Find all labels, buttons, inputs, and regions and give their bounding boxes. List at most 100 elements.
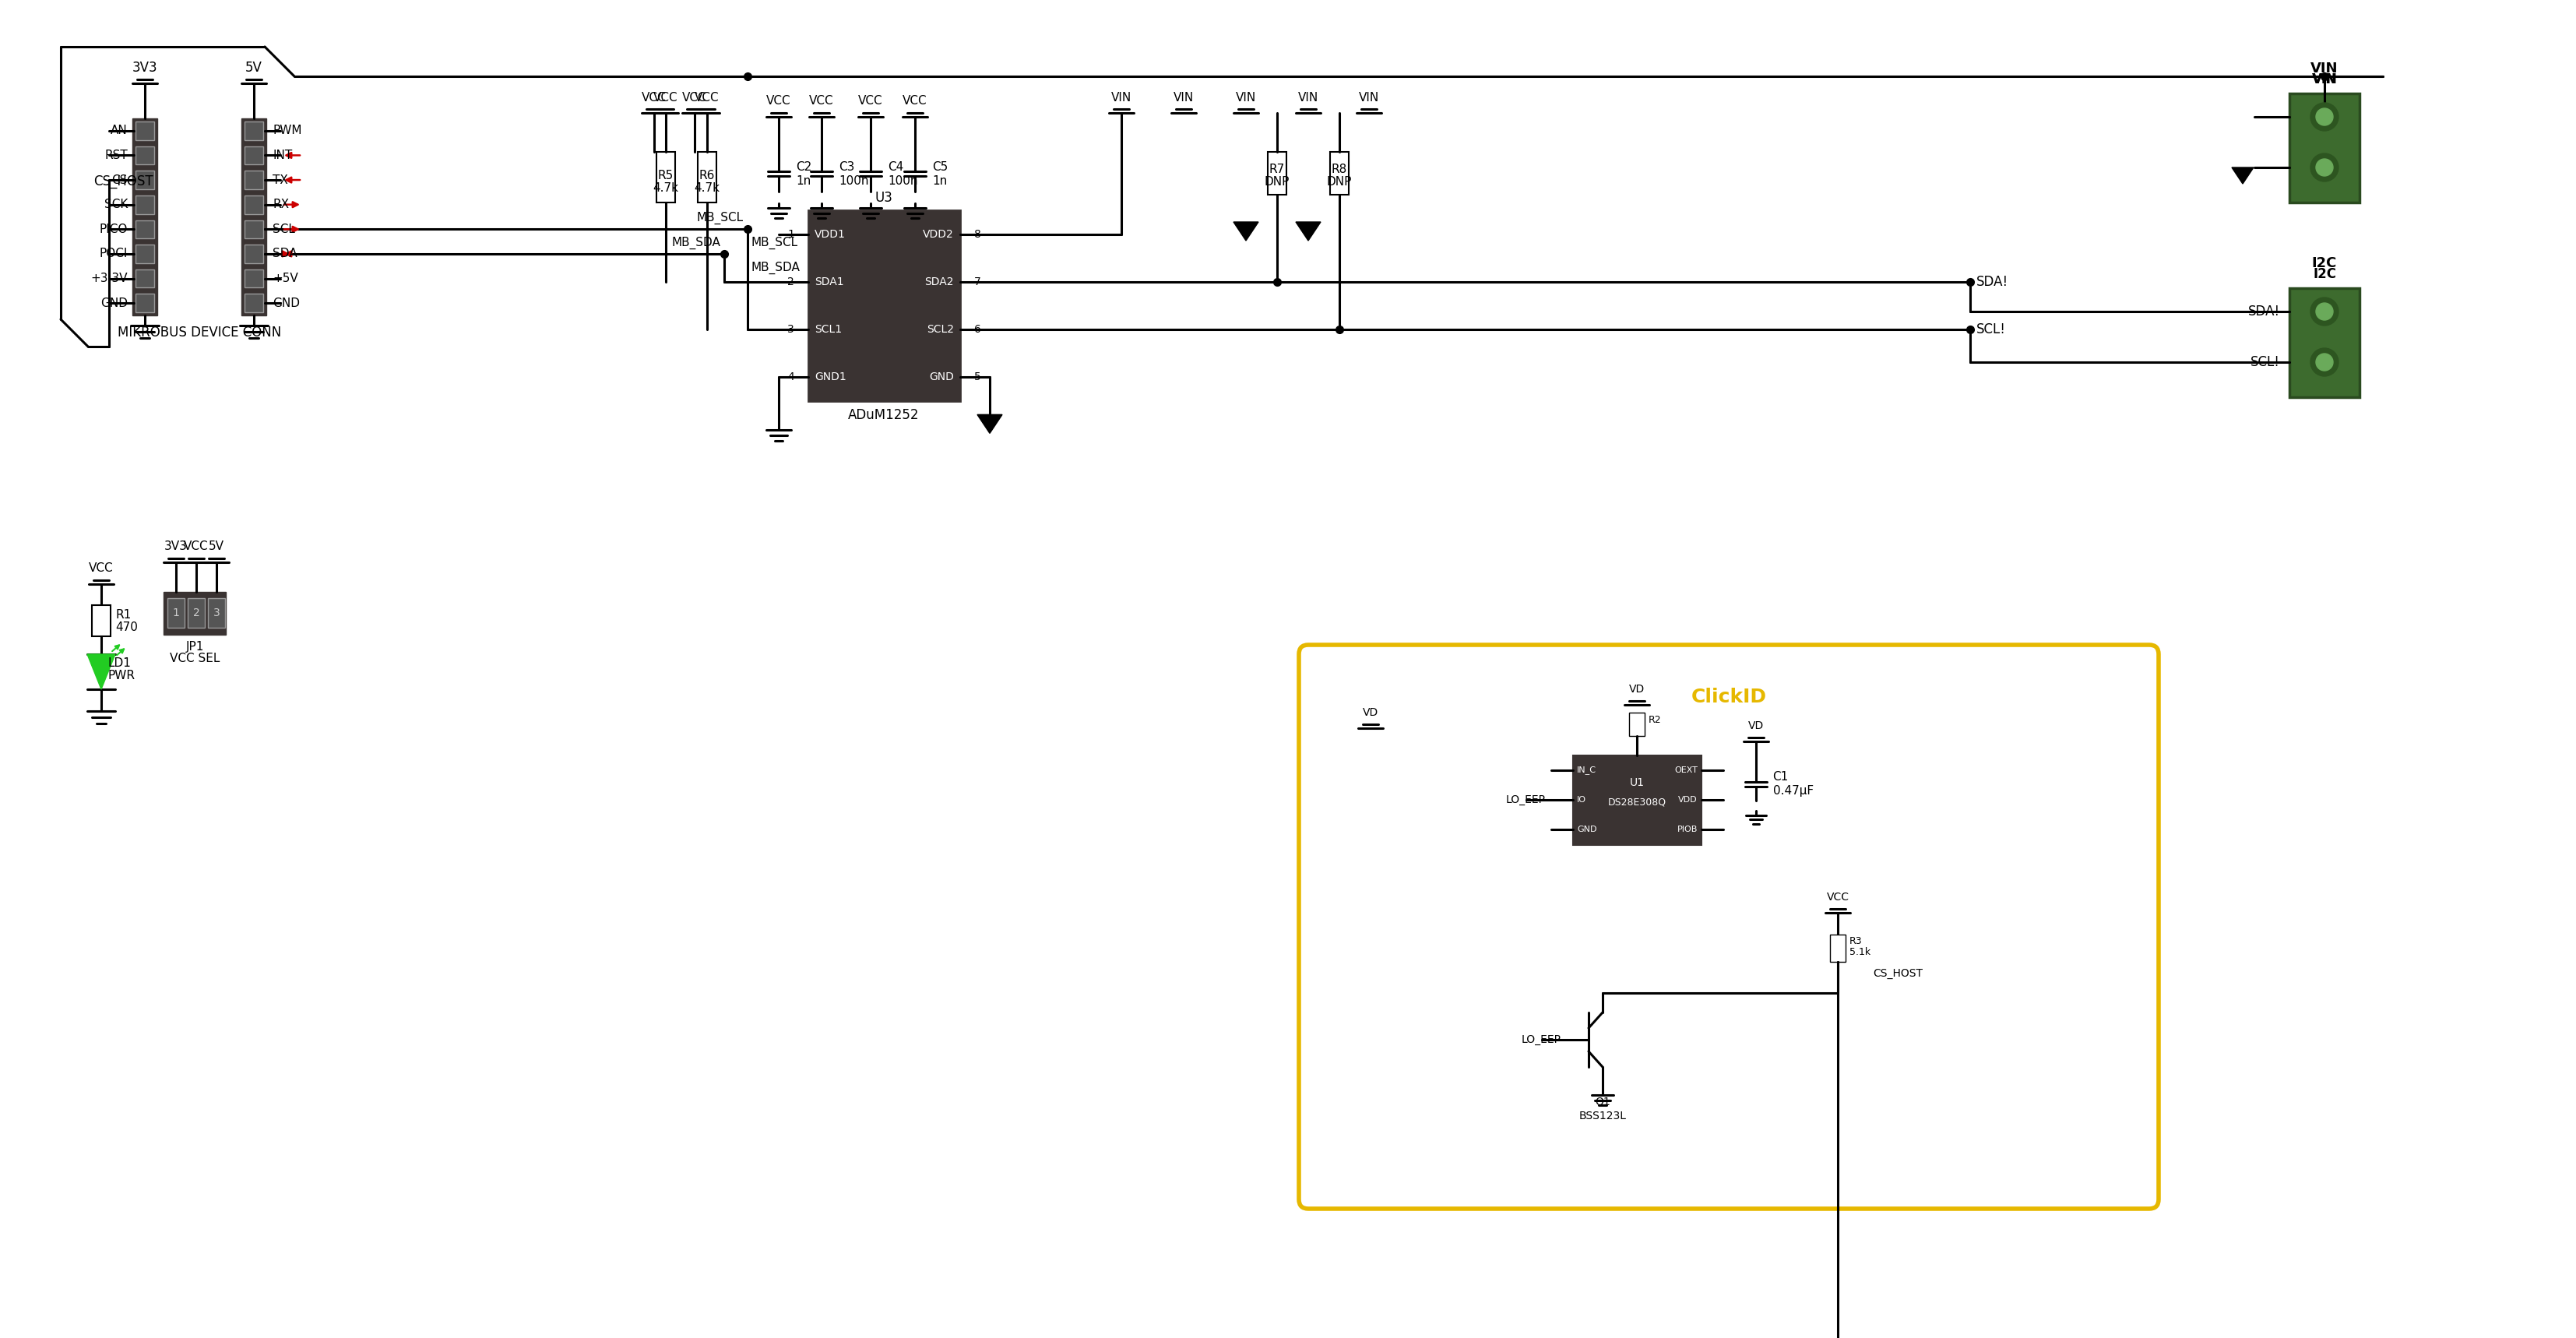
Text: VCC: VCC <box>902 95 927 107</box>
Text: R7: R7 <box>1270 165 1285 175</box>
Text: SDA!: SDA! <box>2249 305 2280 318</box>
Text: VIN: VIN <box>2313 72 2336 87</box>
Bar <box>1329 153 1350 195</box>
Text: C3: C3 <box>840 162 855 173</box>
Text: VD: VD <box>1628 684 1643 694</box>
Bar <box>167 598 185 628</box>
Text: R5: R5 <box>657 170 675 181</box>
Circle shape <box>2311 103 2339 131</box>
Text: VD: VD <box>1749 720 1765 732</box>
Text: +5V: +5V <box>273 273 299 284</box>
Text: VCC: VCC <box>641 91 667 103</box>
Bar <box>245 294 263 312</box>
Polygon shape <box>1234 222 1260 241</box>
Bar <box>131 118 157 316</box>
Text: R2: R2 <box>1649 716 1662 725</box>
Text: 4.7k: 4.7k <box>652 182 677 194</box>
Bar <box>245 245 263 264</box>
Bar <box>242 118 265 316</box>
Text: RST: RST <box>106 150 129 161</box>
Text: PWR: PWR <box>108 669 134 681</box>
Bar <box>245 269 263 288</box>
Bar <box>137 219 155 238</box>
Bar <box>245 219 263 238</box>
Text: VIN: VIN <box>1358 91 1378 103</box>
Text: GND: GND <box>1577 826 1597 834</box>
Text: SCL!: SCL! <box>1976 322 2007 337</box>
Text: DNP: DNP <box>1327 175 1352 187</box>
Text: VDD2: VDD2 <box>922 229 953 240</box>
Bar <box>1267 153 1285 195</box>
Text: 1: 1 <box>173 607 180 618</box>
Text: 5V: 5V <box>209 541 224 553</box>
Bar <box>2290 94 2360 202</box>
Text: C2: C2 <box>796 162 811 173</box>
Text: VCC: VCC <box>90 563 113 574</box>
Text: VCC: VCC <box>1826 891 1850 903</box>
Text: C5: C5 <box>933 162 948 173</box>
Text: R8: R8 <box>1332 165 1347 175</box>
Text: MB_SCL: MB_SCL <box>752 237 799 250</box>
Bar <box>137 122 155 140</box>
Text: VCC: VCC <box>696 91 719 103</box>
Text: SDA2: SDA2 <box>925 277 953 288</box>
Text: 1n: 1n <box>796 175 811 187</box>
Bar <box>698 153 716 202</box>
Bar <box>245 146 263 165</box>
Text: IN_C: IN_C <box>1577 765 1597 775</box>
Circle shape <box>2311 297 2339 325</box>
Bar <box>1574 756 1703 846</box>
Text: PWM: PWM <box>273 124 301 136</box>
Bar <box>137 171 155 189</box>
Bar <box>137 245 155 264</box>
Text: PIOB: PIOB <box>1677 826 1698 834</box>
Circle shape <box>2316 108 2334 126</box>
Bar <box>137 195 155 214</box>
Text: ClickID: ClickID <box>1690 688 1767 706</box>
Text: SDA1: SDA1 <box>814 277 845 288</box>
Text: CS: CS <box>111 174 129 186</box>
Text: 100n: 100n <box>889 175 917 187</box>
Text: AN: AN <box>111 124 129 136</box>
Text: JP1: JP1 <box>185 641 204 652</box>
Text: +3.3V: +3.3V <box>90 273 129 284</box>
Text: 3: 3 <box>788 324 793 334</box>
Text: U1: U1 <box>1631 777 1643 788</box>
Text: VDD1: VDD1 <box>814 229 845 240</box>
Bar <box>162 591 227 634</box>
Text: SDA!: SDA! <box>1976 274 2009 289</box>
Text: 1n: 1n <box>933 175 948 187</box>
Text: 470: 470 <box>116 621 137 633</box>
Bar <box>2290 288 2360 397</box>
Bar <box>245 195 263 214</box>
Text: VCC: VCC <box>683 91 706 103</box>
Text: LO_EEP: LO_EEP <box>1522 1034 1561 1045</box>
Text: 5.1k: 5.1k <box>1850 947 1870 957</box>
Circle shape <box>2311 154 2339 182</box>
Text: 2: 2 <box>193 607 201 618</box>
Text: TX: TX <box>273 174 289 186</box>
Circle shape <box>2316 353 2334 371</box>
Bar <box>657 153 675 202</box>
Text: SCK: SCK <box>103 199 129 210</box>
Text: VDD: VDD <box>1680 796 1698 804</box>
Text: C4: C4 <box>889 162 904 173</box>
Text: GND: GND <box>100 297 129 309</box>
Text: VCC SEL: VCC SEL <box>170 652 219 664</box>
Text: 1: 1 <box>788 229 793 240</box>
Text: SCL: SCL <box>273 223 296 235</box>
Text: MB_SDA: MB_SDA <box>752 261 801 274</box>
Text: Q1: Q1 <box>1595 1097 1610 1108</box>
Bar <box>93 605 111 637</box>
Text: GND1: GND1 <box>814 372 848 383</box>
Text: PICO: PICO <box>100 223 129 235</box>
Text: VIN: VIN <box>2311 62 2339 75</box>
Text: SCL1: SCL1 <box>814 324 842 334</box>
Text: MIKROBUS DEVICE CONN: MIKROBUS DEVICE CONN <box>118 325 281 340</box>
Bar <box>1628 713 1643 736</box>
Bar <box>188 598 206 628</box>
Bar <box>209 598 224 628</box>
Text: I2C: I2C <box>2313 268 2336 281</box>
Circle shape <box>2316 159 2334 177</box>
Text: 100n: 100n <box>840 175 868 187</box>
